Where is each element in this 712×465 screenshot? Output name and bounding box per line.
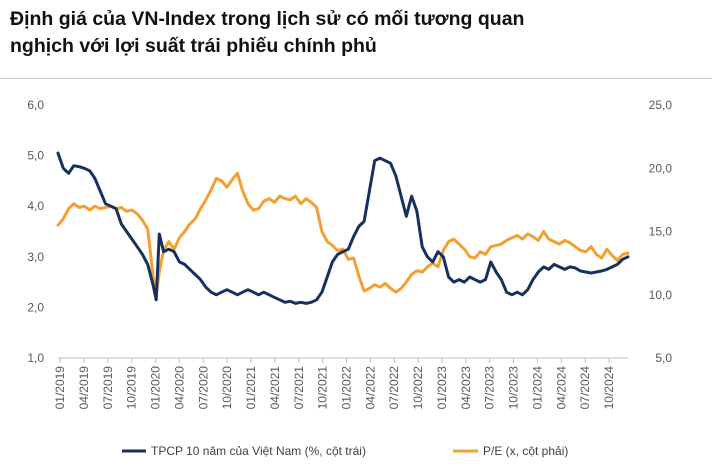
x-axis-ticks: 01/2019 04/2019 07/2019 10/2019 01/2020 04/20…	[53, 358, 616, 409]
x-tick-label: 01/2023	[435, 366, 449, 410]
series-layer	[56, 151, 630, 305]
x-tick-label: 04/2023	[459, 366, 473, 410]
left-axis-ticks: 1,0 2,0 3,0 4,0 5,0 6,0	[27, 98, 44, 365]
x-tick-label: 01/2021	[244, 366, 258, 410]
x-tick-label: 04/2022	[363, 366, 377, 410]
x-tick-label: 04/2024	[554, 366, 568, 410]
x-tick-label: 10/2020	[220, 366, 234, 410]
left-tick-label: 2,0	[27, 300, 44, 314]
legend-label-tpcp: TPCP 10 năm của Việt Nam (%, cột trái)	[151, 444, 366, 458]
x-tick-label: 07/2020	[196, 366, 210, 410]
x-tick-label: 10/2023	[507, 366, 521, 410]
right-tick-label: 25,0	[649, 98, 673, 112]
legend-label-pe: P/E (x, cột phải)	[483, 444, 568, 458]
chart-title-line-2: nghịch với lợi suất trái phiếu chính phủ	[10, 35, 377, 57]
x-tick-label: 10/2024	[602, 366, 616, 410]
x-tick-label: 07/2019	[101, 366, 115, 410]
chart-title: Định giá của VN-Index trong lịch sử có m…	[10, 6, 702, 60]
x-tick-label: 07/2023	[483, 366, 497, 410]
left-tick-label: 4,0	[27, 199, 44, 213]
x-tick-label: 04/2020	[172, 366, 186, 410]
title-divider	[0, 78, 712, 79]
left-tick-label: 5,0	[27, 149, 44, 163]
x-tick-label: 04/2021	[268, 366, 282, 410]
right-tick-label: 10,0	[649, 288, 673, 302]
series-line-pe	[56, 171, 630, 297]
x-tick-label: 04/2019	[77, 366, 91, 410]
x-tick-label: 01/2022	[339, 366, 353, 410]
right-tick-label: 20,0	[649, 161, 673, 175]
x-tick-label: 01/2019	[53, 366, 67, 410]
legend: TPCP 10 năm của Việt Nam (%, cột trái) P…	[122, 444, 568, 458]
left-tick-label: 1,0	[27, 351, 44, 365]
chart-title-line-1: Định giá của VN-Index trong lịch sử có m…	[10, 8, 525, 30]
series-line-tpcp	[56, 151, 630, 305]
x-tick-label: 10/2019	[125, 366, 139, 410]
x-tick-label: 10/2021	[316, 366, 330, 410]
right-tick-label: 15,0	[649, 225, 673, 239]
x-tick-label: 10/2022	[411, 366, 425, 410]
x-tick-label: 07/2021	[292, 366, 306, 410]
x-tick-label: 01/2024	[530, 366, 544, 410]
right-axis-ticks: 5,0 10,0 15,0 20,0 25,0	[649, 98, 673, 365]
x-tick-label: 07/2024	[578, 366, 592, 410]
x-tick-label: 01/2020	[149, 366, 163, 410]
x-tick-label: 07/2022	[387, 366, 401, 410]
left-tick-label: 3,0	[27, 250, 44, 264]
left-tick-label: 6,0	[27, 98, 44, 112]
right-tick-label: 5,0	[655, 351, 672, 365]
